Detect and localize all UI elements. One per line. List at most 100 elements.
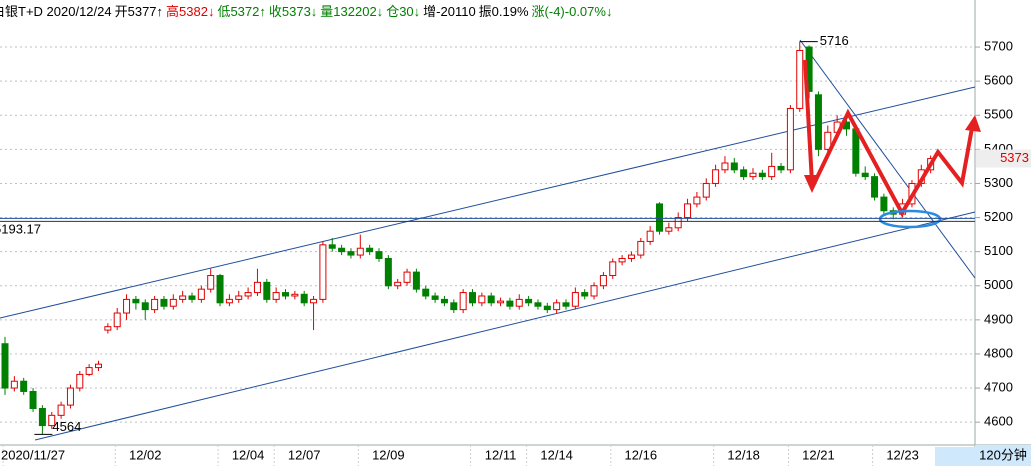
candle-body — [366, 247, 374, 253]
candle-body — [581, 292, 589, 297]
candle-body — [225, 298, 233, 304]
quote-header: 白银T+D 2020/12/24 开5377↑ 高5382↓ 低5372↑ 收5373↓… — [0, 1, 615, 20]
down-trend — [799, 39, 976, 279]
x-tick-label: 2020/11/27 — [1, 447, 65, 462]
candle-body — [66, 387, 74, 406]
candle-body — [609, 261, 617, 277]
quote-field: 白银T+D 2020/12/24 — [0, 4, 112, 19]
x-tick-label: 12/18 — [727, 447, 760, 462]
candle-body — [104, 326, 112, 331]
candle-body — [702, 182, 710, 198]
candle-body — [356, 247, 364, 256]
y-tick-label: 5700 — [984, 38, 1013, 53]
candle-body — [637, 240, 645, 256]
candle-body — [487, 295, 495, 304]
candle-body — [1, 343, 9, 389]
y-tick-label: 4800 — [984, 345, 1013, 360]
candle-body — [141, 302, 149, 311]
candle-body — [880, 196, 888, 212]
quote-field: 开5377↑ — [114, 4, 164, 19]
candle-body — [431, 295, 439, 300]
candle-body — [674, 217, 682, 229]
x-tick-label: 12/23 — [886, 447, 919, 462]
low-label: 4564 — [52, 419, 81, 434]
x-tick-label: 12/04 — [232, 447, 265, 462]
candle-body — [412, 271, 420, 290]
quote-field: 仓30↓ — [386, 4, 421, 19]
arrow — [803, 59, 814, 183]
candle-body — [777, 165, 785, 171]
candle-body — [786, 107, 794, 171]
candle-body — [497, 300, 505, 304]
candle-body — [113, 312, 121, 328]
candle-body — [384, 257, 392, 287]
y-tick-label: 5500 — [984, 107, 1013, 122]
y-tick-label: 4900 — [984, 311, 1013, 326]
candle-body — [534, 302, 542, 307]
candle-body — [375, 251, 383, 259]
candle-body — [506, 300, 514, 307]
candle-body — [469, 292, 476, 304]
candle-body — [338, 247, 346, 253]
candle-body — [796, 49, 804, 109]
candle-body — [29, 390, 37, 410]
candle-body — [749, 172, 757, 178]
candle-body — [272, 292, 280, 300]
x-tick-label: 12/11 — [485, 447, 517, 462]
candle-body — [553, 302, 561, 311]
candle-body — [151, 298, 159, 311]
candle-body — [618, 257, 626, 263]
candle-body — [169, 298, 177, 307]
drawn-arrows — [803, 59, 974, 218]
x-tick-label: 12/16 — [625, 447, 658, 462]
channel-upper — [0, 86, 976, 319]
quote-field: 低5372↑ — [217, 4, 266, 19]
period-box — [975, 445, 1031, 466]
candle-body — [263, 281, 271, 300]
candle-body — [132, 298, 140, 304]
arrow-head — [804, 175, 820, 193]
x-tick-label: 12/09 — [372, 447, 405, 462]
candle-body — [38, 408, 46, 427]
candle-body — [197, 288, 205, 300]
channel-lower — [34, 211, 976, 441]
trend-lines — [0, 39, 976, 441]
y-tick-label: 4600 — [984, 414, 1013, 429]
candle-body — [328, 244, 336, 249]
candle-body — [20, 380, 28, 392]
x-tick-label: 12/21 — [802, 447, 835, 462]
candle-body — [76, 373, 84, 389]
price-axis — [975, 0, 1031, 445]
candle-body — [824, 131, 832, 150]
candle-body — [478, 295, 486, 304]
quote-field: 收5373↓ — [268, 4, 318, 19]
candle-body — [282, 292, 289, 297]
candle-body — [571, 292, 579, 307]
reference-label: 5193.17 — [0, 221, 41, 236]
candle-body — [646, 230, 654, 242]
x-tick-label: 12/14 — [540, 447, 573, 462]
candle-body — [95, 363, 102, 369]
quote-field: 涨(-4)-0.07%↓ — [531, 4, 613, 19]
candle-body — [599, 275, 607, 287]
candle-body — [721, 162, 729, 171]
x-tick-label: 12/02 — [129, 447, 162, 462]
candle-body — [235, 295, 243, 300]
candle-body — [730, 162, 738, 171]
quote-field: 高5382↓ — [166, 4, 215, 19]
candle-body — [300, 293, 308, 304]
candle-body — [861, 172, 869, 178]
candle-body — [740, 169, 748, 178]
y-tick-label: 5100 — [984, 243, 1013, 258]
y-tick-label: 5600 — [984, 73, 1013, 88]
candle-body — [656, 203, 663, 232]
candle-body — [244, 292, 252, 297]
candle-body — [123, 298, 131, 314]
last-price-box — [976, 149, 1031, 168]
candle-body — [768, 165, 776, 178]
candle-body — [216, 275, 224, 304]
y-tick-label: 5300 — [984, 175, 1013, 190]
